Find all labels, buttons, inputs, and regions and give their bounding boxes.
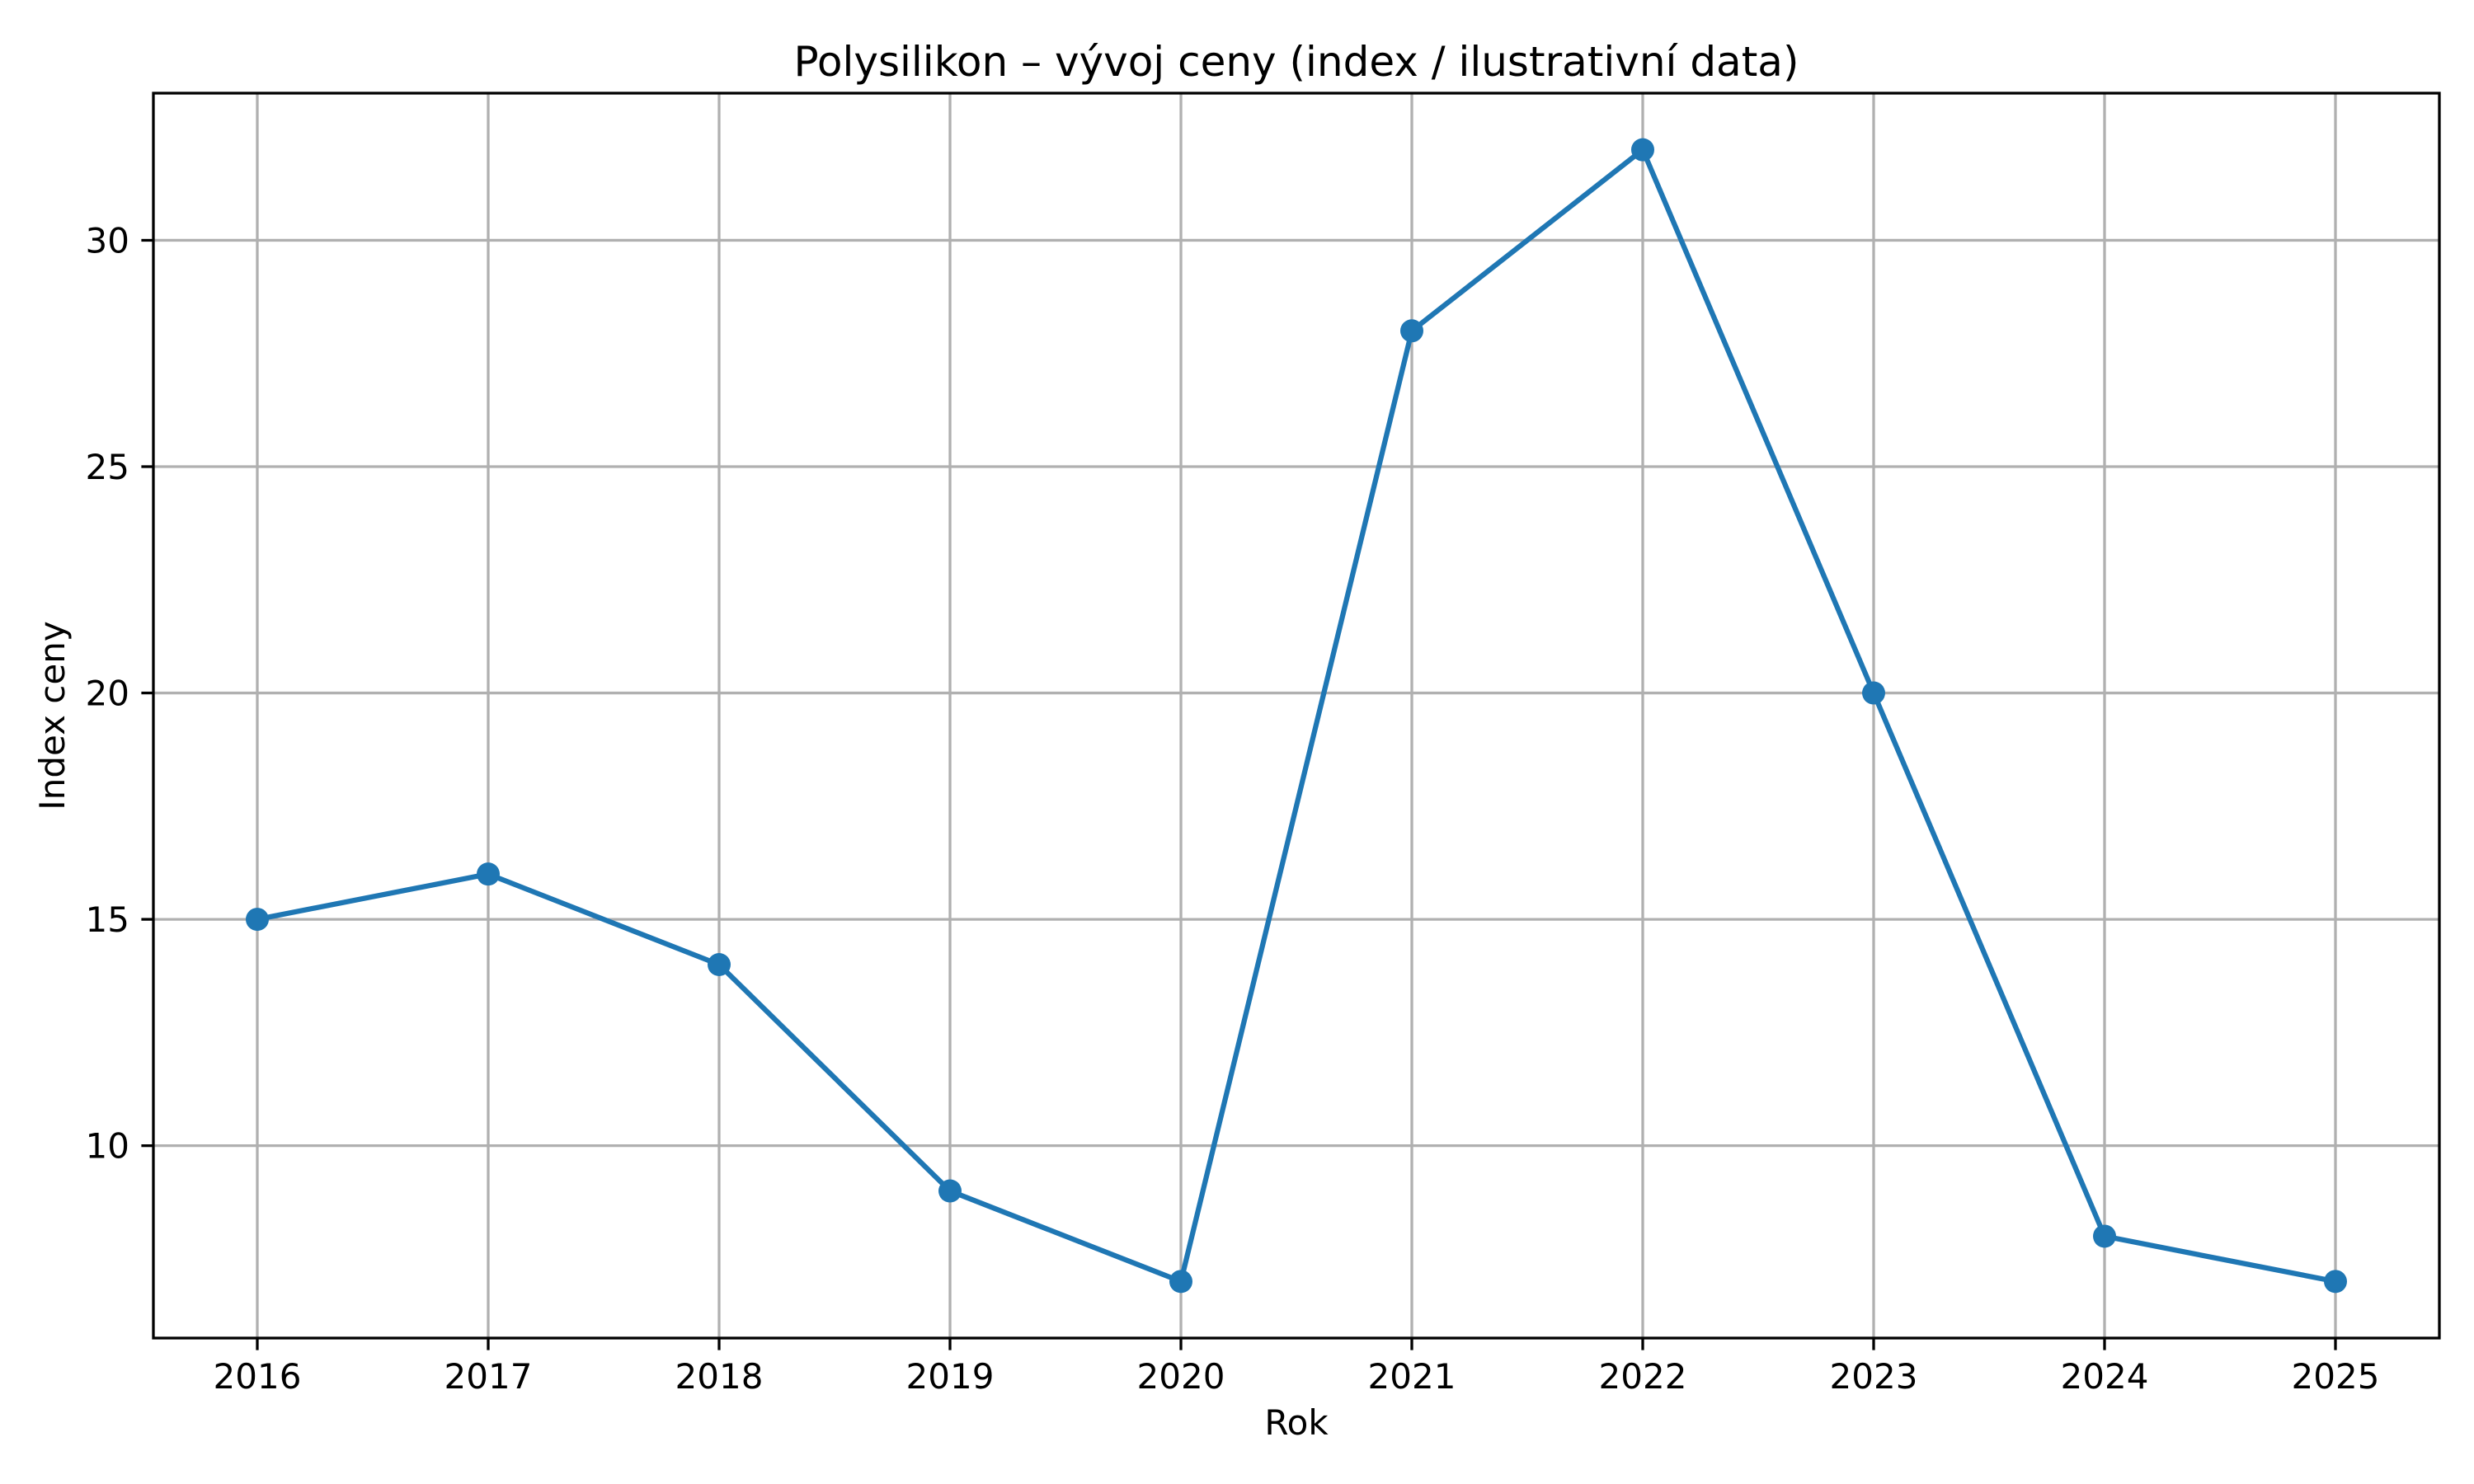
data-point <box>1862 681 1885 705</box>
data-point <box>2324 1270 2347 1294</box>
data-series <box>246 138 2347 1294</box>
y-tick-label: 20 <box>86 674 129 714</box>
gridlines <box>153 93 2439 1338</box>
x-tick-label: 2020 <box>1137 1356 1225 1397</box>
x-tick-label: 2023 <box>1830 1356 1918 1397</box>
y-tick-label: 30 <box>86 220 129 261</box>
series-line <box>254 147 2339 1284</box>
data-point <box>1631 138 1654 162</box>
data-point <box>246 908 269 932</box>
data-point <box>708 953 731 976</box>
x-axis-label: Rok <box>1264 1402 1329 1443</box>
y-tick-label: 25 <box>86 447 129 487</box>
x-tick-label: 2018 <box>675 1356 764 1397</box>
data-point <box>1400 319 1423 343</box>
x-tick-label: 2022 <box>1599 1356 1687 1397</box>
x-tick-label: 2024 <box>2061 1356 2149 1397</box>
x-tick-label: 2019 <box>906 1356 995 1397</box>
y-tick-label: 15 <box>86 899 129 940</box>
axis-ticks: 2016 2017 2018 2019 2020 2021 2022 2023 2024 2025… <box>86 220 2380 1397</box>
y-tick-label: 10 <box>86 1126 129 1167</box>
data-point <box>477 862 500 886</box>
chart-title: Polysilikon – vývoj ceny (index / ilustr… <box>794 38 1799 86</box>
x-tick-label: 2017 <box>444 1356 533 1397</box>
x-tick-label: 2021 <box>1368 1356 1456 1397</box>
data-point <box>938 1179 962 1203</box>
data-point <box>1169 1270 1192 1294</box>
y-axis-label: Index ceny <box>32 621 73 810</box>
data-point <box>2093 1224 2116 1248</box>
x-tick-label: 2016 <box>214 1356 302 1397</box>
x-tick-label: 2025 <box>2292 1356 2380 1397</box>
plot-area-border <box>152 92 2441 1340</box>
